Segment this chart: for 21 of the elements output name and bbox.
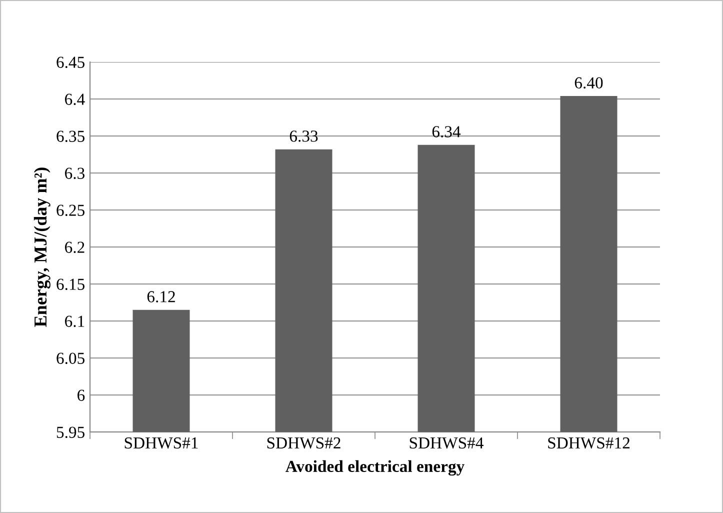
y-tick-label: 6.1: [65, 316, 84, 328]
y-tick-label: 6.35: [56, 130, 84, 142]
x-tick-label: SDHWS#1: [124, 437, 198, 449]
y-tick-label: 6.45: [56, 56, 84, 68]
y-tick-label: 6.4: [65, 94, 85, 106]
y-tick-label: 6.05: [56, 352, 84, 364]
x-tick-label: SDHWS#2: [267, 437, 340, 449]
data-label: 6.40: [574, 77, 603, 89]
x-tick-label: SDHWS#12: [548, 437, 630, 449]
y-tick-label: 6: [78, 390, 85, 401]
y-tick-label: 5.95: [56, 426, 84, 438]
y-tick-label: 6.3: [65, 168, 84, 180]
y-tick-label: 6.2: [65, 242, 84, 254]
y-tick-label: 6.15: [56, 278, 84, 290]
y-tick-label: 6.25: [56, 204, 84, 216]
x-tick-label: SDHWS#4: [410, 437, 484, 449]
data-label: 6.34: [432, 126, 461, 138]
y-axis-title: Energy, MJ/(day m²): [34, 168, 50, 327]
data-label: 6.33: [290, 130, 318, 142]
data-label: 6.12: [147, 291, 175, 302]
x-axis-title: Avoided electrical energy: [286, 460, 464, 476]
